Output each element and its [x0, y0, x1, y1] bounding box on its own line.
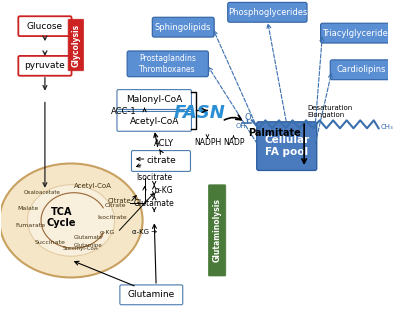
- Text: citrate: citrate: [146, 157, 176, 166]
- Text: Citrate: Citrate: [105, 203, 126, 208]
- Text: α-KG: α-KG: [100, 230, 116, 235]
- Text: Citrate: Citrate: [108, 198, 131, 204]
- Text: Glutamine: Glutamine: [74, 243, 103, 248]
- Text: Glutamate: Glutamate: [74, 235, 103, 240]
- Text: O: O: [245, 113, 251, 122]
- Text: Fumarate: Fumarate: [15, 223, 46, 228]
- Text: Malonyl-CoA: Malonyl-CoA: [126, 95, 182, 104]
- FancyBboxPatch shape: [120, 285, 183, 305]
- Text: Glucose: Glucose: [27, 22, 63, 31]
- FancyBboxPatch shape: [117, 90, 192, 109]
- Ellipse shape: [0, 163, 143, 277]
- Text: Isocitrate: Isocitrate: [98, 215, 128, 220]
- Text: α-KG →: α-KG →: [132, 230, 157, 235]
- FancyBboxPatch shape: [208, 185, 226, 276]
- Text: Acetyl-CoA: Acetyl-CoA: [74, 183, 112, 189]
- Text: OH: OH: [236, 123, 246, 129]
- Text: Succinate: Succinate: [34, 240, 65, 245]
- Text: FASN: FASN: [174, 104, 226, 122]
- Text: CH₃: CH₃: [380, 124, 393, 130]
- FancyBboxPatch shape: [228, 2, 307, 22]
- Text: Cardiolipins: Cardiolipins: [336, 65, 386, 74]
- Text: TCA
Cycle: TCA Cycle: [47, 207, 76, 228]
- FancyBboxPatch shape: [152, 17, 214, 37]
- Text: Palmitate: Palmitate: [248, 128, 300, 138]
- Text: Sphingolipids: Sphingolipids: [155, 23, 212, 32]
- Text: Triacylglycerides: Triacylglycerides: [322, 29, 392, 38]
- FancyBboxPatch shape: [117, 111, 192, 131]
- FancyBboxPatch shape: [18, 56, 72, 76]
- FancyBboxPatch shape: [18, 16, 72, 36]
- Text: Glutamate: Glutamate: [134, 199, 174, 208]
- Ellipse shape: [28, 185, 114, 256]
- Text: Phosphoglycerides: Phosphoglycerides: [228, 8, 307, 17]
- Text: Oxaloacetate: Oxaloacetate: [24, 190, 60, 195]
- Text: NADPH: NADPH: [194, 138, 221, 147]
- FancyBboxPatch shape: [257, 122, 317, 170]
- FancyBboxPatch shape: [127, 51, 208, 77]
- Text: Glutamine: Glutamine: [128, 290, 175, 299]
- Text: Cellular
FA pool: Cellular FA pool: [264, 135, 309, 157]
- Text: ACLY: ACLY: [154, 139, 174, 148]
- Text: ACC-1: ACC-1: [111, 107, 137, 116]
- Text: pyruvate: pyruvate: [24, 61, 65, 70]
- FancyBboxPatch shape: [330, 60, 392, 80]
- Text: Prostaglandins
Thromboxanes: Prostaglandins Thromboxanes: [139, 54, 196, 74]
- Text: α-KG: α-KG: [154, 186, 173, 195]
- FancyBboxPatch shape: [132, 151, 190, 171]
- Text: Glycolysis: Glycolysis: [71, 23, 80, 66]
- Text: Acetyl-CoA: Acetyl-CoA: [130, 117, 179, 126]
- Text: Glutaminolysis: Glutaminolysis: [212, 198, 222, 262]
- Text: Malate: Malate: [18, 206, 39, 211]
- Text: Isocitrate: Isocitrate: [136, 173, 172, 182]
- Text: Succinyl-CoA: Succinyl-CoA: [63, 246, 98, 251]
- Text: Desaturation
Elongation: Desaturation Elongation: [307, 105, 352, 118]
- FancyBboxPatch shape: [68, 19, 84, 71]
- FancyBboxPatch shape: [320, 23, 394, 43]
- Text: NADP: NADP: [223, 138, 244, 147]
